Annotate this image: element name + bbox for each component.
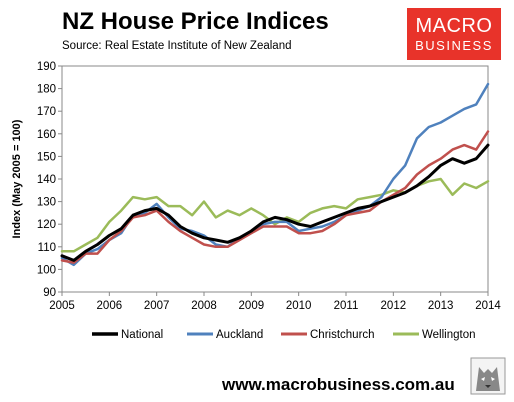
y-tick-label: 90 (43, 287, 56, 299)
macrobusiness-logo: MACRO BUSINESS (407, 8, 501, 60)
series-line-auckland (60, 82, 490, 267)
series-line-christchurch (60, 130, 490, 264)
x-tick-label: 2005 (49, 300, 75, 312)
x-tick-label: 2012 (381, 300, 407, 312)
x-tick-label: 2010 (286, 300, 312, 312)
legend-item-wellington: Wellington (393, 329, 476, 341)
legend-label: Christchurch (310, 329, 375, 341)
legend-label: Auckland (216, 329, 263, 341)
legend-item-national: National (92, 329, 163, 341)
y-axis: 90 100 110 120 130 140 150 160 170 180 190 (37, 61, 62, 299)
x-tick-label: 2009 (239, 300, 265, 312)
y-axis-label: Index (May 2005 = 100) (11, 119, 23, 238)
series-line-wellington (60, 177, 490, 253)
y-tick-label: 170 (37, 106, 56, 118)
logo-line-2: BUSINESS (415, 38, 493, 53)
y-tick-label: 190 (37, 61, 56, 73)
y-tick-label: 120 (37, 219, 56, 231)
x-tick-label: 2008 (191, 300, 217, 312)
chart-source: Source: Real Estate Institute of New Zea… (62, 40, 292, 52)
x-tick-label: 2013 (428, 300, 454, 312)
x-tick-label: 2011 (334, 300, 359, 312)
y-tick-label: 180 (37, 84, 56, 96)
y-tick-label: 160 (37, 129, 56, 141)
y-tick-label: 140 (37, 174, 56, 186)
x-tick-label: 2014 (475, 300, 501, 312)
series-lines (60, 82, 490, 267)
x-tick-label: 2006 (97, 300, 123, 312)
x-axis: 2005 2006 2007 2008 2009 2010 2011 2012 2013 2014 (49, 292, 501, 312)
y-tick-label: 150 (37, 151, 56, 163)
y-tick-label: 100 (37, 264, 56, 276)
legend: National Auckland Christchurch Wellington (92, 329, 476, 341)
footer-url: www.macrobusiness.com.au (222, 375, 455, 394)
logo-line-1: MACRO (415, 15, 493, 37)
y-tick-label: 110 (38, 242, 56, 254)
y-tick-label: 130 (37, 197, 56, 209)
legend-item-christchurch: Christchurch (281, 329, 375, 341)
legend-label: Wellington (422, 329, 476, 341)
legend-label: National (121, 329, 163, 341)
wolf-logo-icon (470, 357, 506, 395)
legend-item-auckland: Auckland (187, 329, 263, 341)
chart-title: NZ House Price Indices (62, 8, 329, 35)
series-line-national (60, 143, 490, 262)
x-tick-label: 2007 (144, 300, 170, 312)
